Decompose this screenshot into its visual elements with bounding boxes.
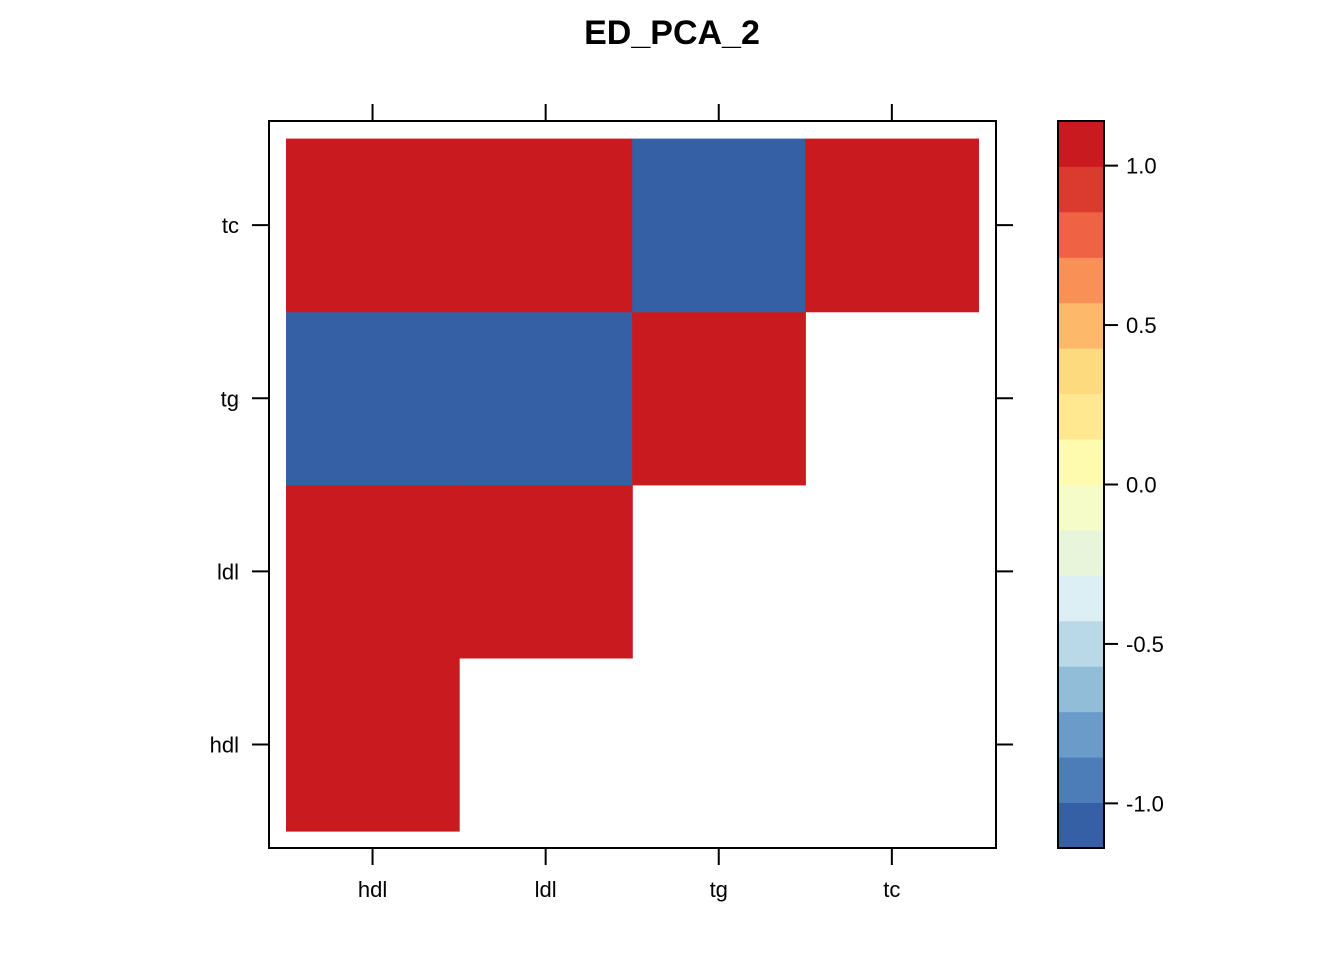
colorbar-swatch: [1058, 575, 1104, 622]
heatmap-cell-hdl-ldl: [286, 484, 460, 659]
heatmap-cell-ldl-ldl: [459, 484, 633, 659]
colorbar-swatch: [1058, 211, 1104, 258]
colorbar-swatch: [1058, 711, 1104, 758]
colorbar-swatch: [1058, 439, 1104, 485]
chart-title: ED_PCA_2: [584, 14, 760, 52]
x-tick-label: hdl: [358, 877, 387, 902]
y-tick-label: hdl: [210, 732, 239, 757]
heatmap-cell-tc-tc: [805, 138, 979, 313]
colorbar-swatch: [1058, 393, 1104, 440]
colorbar-tick-label: -1.0: [1126, 791, 1164, 816]
x-tick-label: ldl: [535, 877, 557, 902]
heatmap-cell-hdl-hdl: [286, 657, 460, 832]
heatmap-cell-ldl-tg: [459, 311, 633, 486]
colorbar-swatch: [1058, 484, 1104, 531]
heatmap-cell-hdl-tg: [286, 311, 460, 486]
x-tick-label: tc: [883, 877, 900, 902]
colorbar-swatch: [1058, 529, 1104, 576]
colorbar-swatch: [1058, 348, 1104, 395]
heatmap-cell-ldl-tc: [459, 138, 633, 313]
colorbar-swatch: [1058, 757, 1104, 803]
colorbar-swatch: [1058, 166, 1104, 213]
y-tick-label: ldl: [217, 559, 239, 584]
colorbar-swatch: [1058, 802, 1104, 849]
heatmap-cell-tg-tc: [632, 138, 806, 313]
colorbar-tick-label: 0.0: [1126, 473, 1157, 498]
colorbar: 1.0 0.5 0.0 -0.5 -1.0: [1057, 120, 1164, 849]
heatmap-cell-hdl-tc: [286, 138, 460, 313]
y-tick-label: tc: [222, 213, 239, 238]
heatmap-cells: [286, 138, 979, 832]
colorbar-tick-label: -0.5: [1126, 632, 1164, 657]
y-tick-label: tg: [221, 386, 239, 411]
colorbar-swatch: [1058, 302, 1104, 349]
colorbar-swatch: [1058, 257, 1104, 304]
plot-frame: [268, 120, 997, 849]
colorbar-tick-label: 1.0: [1126, 154, 1157, 179]
heatmap-cell-tg-tg: [632, 311, 806, 486]
x-tick-label: tg: [710, 877, 728, 902]
colorbar-swatch: [1058, 666, 1104, 713]
colorbar-swatch: [1058, 121, 1104, 167]
colorbar-swatch: [1058, 620, 1104, 667]
colorbar-tick-label: 0.5: [1126, 313, 1157, 338]
axes: hdl ldl tg tc hdl ldl tg tc: [210, 104, 1013, 902]
